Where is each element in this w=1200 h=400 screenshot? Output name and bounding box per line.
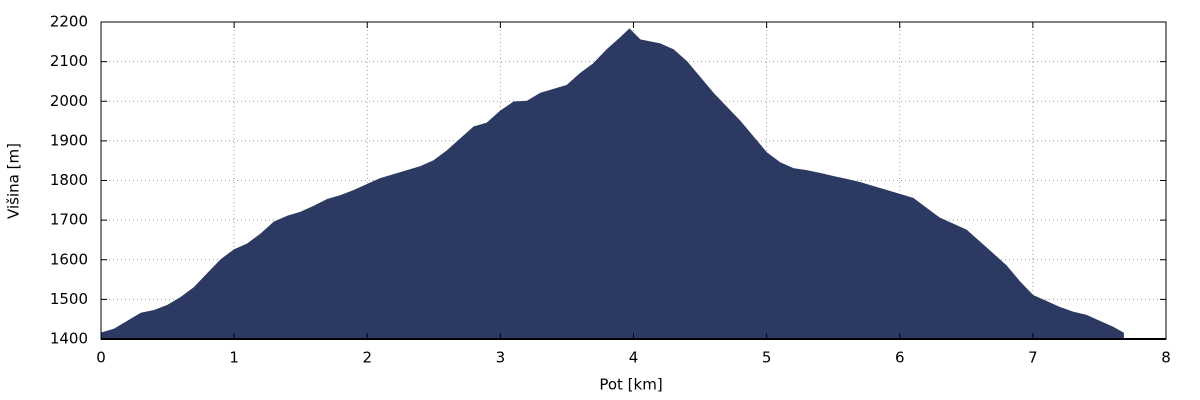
- x-tick-label: 7: [1028, 349, 1038, 367]
- y-tick-label: 1600: [50, 250, 88, 268]
- y-tick-label: 1700: [50, 211, 88, 229]
- x-tick-label: 2: [362, 349, 372, 367]
- y-tick-label: 1400: [50, 330, 88, 348]
- elevation-area: [100, 28, 1124, 340]
- y-tick-label: 2200: [50, 13, 88, 31]
- y-axis-label: Višina [m]: [5, 143, 23, 219]
- y-tick-label: 2100: [50, 52, 88, 70]
- x-tick-label: 6: [895, 349, 905, 367]
- x-tick-label: 0: [96, 349, 106, 367]
- x-axis-label: Pot [km]: [599, 376, 662, 394]
- x-tick-label: 8: [1161, 349, 1171, 367]
- x-tick-label: 1: [229, 349, 239, 367]
- y-tick-label: 1500: [50, 290, 88, 308]
- x-tick-label: 5: [762, 349, 772, 367]
- x-tick-label: 3: [496, 349, 506, 367]
- y-tick-label: 1800: [50, 171, 88, 189]
- x-tick-label: 4: [629, 349, 639, 367]
- y-tick-label: 2000: [50, 92, 88, 110]
- y-tick-label: 1900: [50, 131, 88, 149]
